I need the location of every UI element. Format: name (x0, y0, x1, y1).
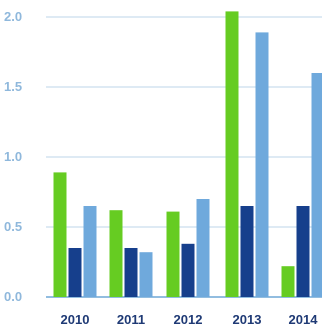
y-tick-label: 1.5 (4, 79, 22, 94)
bar-2011-series-2 (124, 248, 138, 297)
x-tick-label-2014: 2014 (289, 312, 319, 327)
bar-2014-series-2 (296, 206, 310, 297)
y-tick-label: 0.0 (4, 289, 22, 304)
x-tick-label-2013: 2013 (233, 312, 262, 327)
bar-2010-series-2 (68, 248, 82, 297)
y-tick-label: 0.5 (4, 219, 22, 234)
bar-2013-series-2 (240, 206, 254, 297)
x-tick-label-2011: 2011 (117, 312, 145, 327)
x-tick-label-2012: 2012 (174, 312, 203, 327)
bar-2010-series-3 (83, 206, 97, 297)
y-axis-ticks: 0.0 0.5 1.0 1.5 2.0 (4, 9, 22, 304)
bar-2012-series-2 (181, 243, 195, 297)
bar-2013-series-1 (225, 11, 239, 298)
x-axis-ticks: 2010 2011 2012 2013 2014 (61, 312, 319, 327)
bar-2011-series-1 (109, 210, 123, 297)
y-tick-label: 2.0 (4, 9, 22, 24)
bar-2011-series-3 (139, 252, 153, 297)
bar-2014-series-1 (281, 266, 295, 297)
x-tick-label-2010: 2010 (61, 312, 90, 327)
bars-group (53, 11, 322, 298)
bar-2012-series-1 (166, 211, 180, 297)
bar-2014-series-3 (311, 73, 322, 297)
bar-2010-series-1 (53, 172, 67, 297)
y-tick-label: 1.0 (4, 149, 22, 164)
bar-2012-series-3 (196, 199, 210, 297)
bar-2013-series-3 (255, 32, 269, 298)
